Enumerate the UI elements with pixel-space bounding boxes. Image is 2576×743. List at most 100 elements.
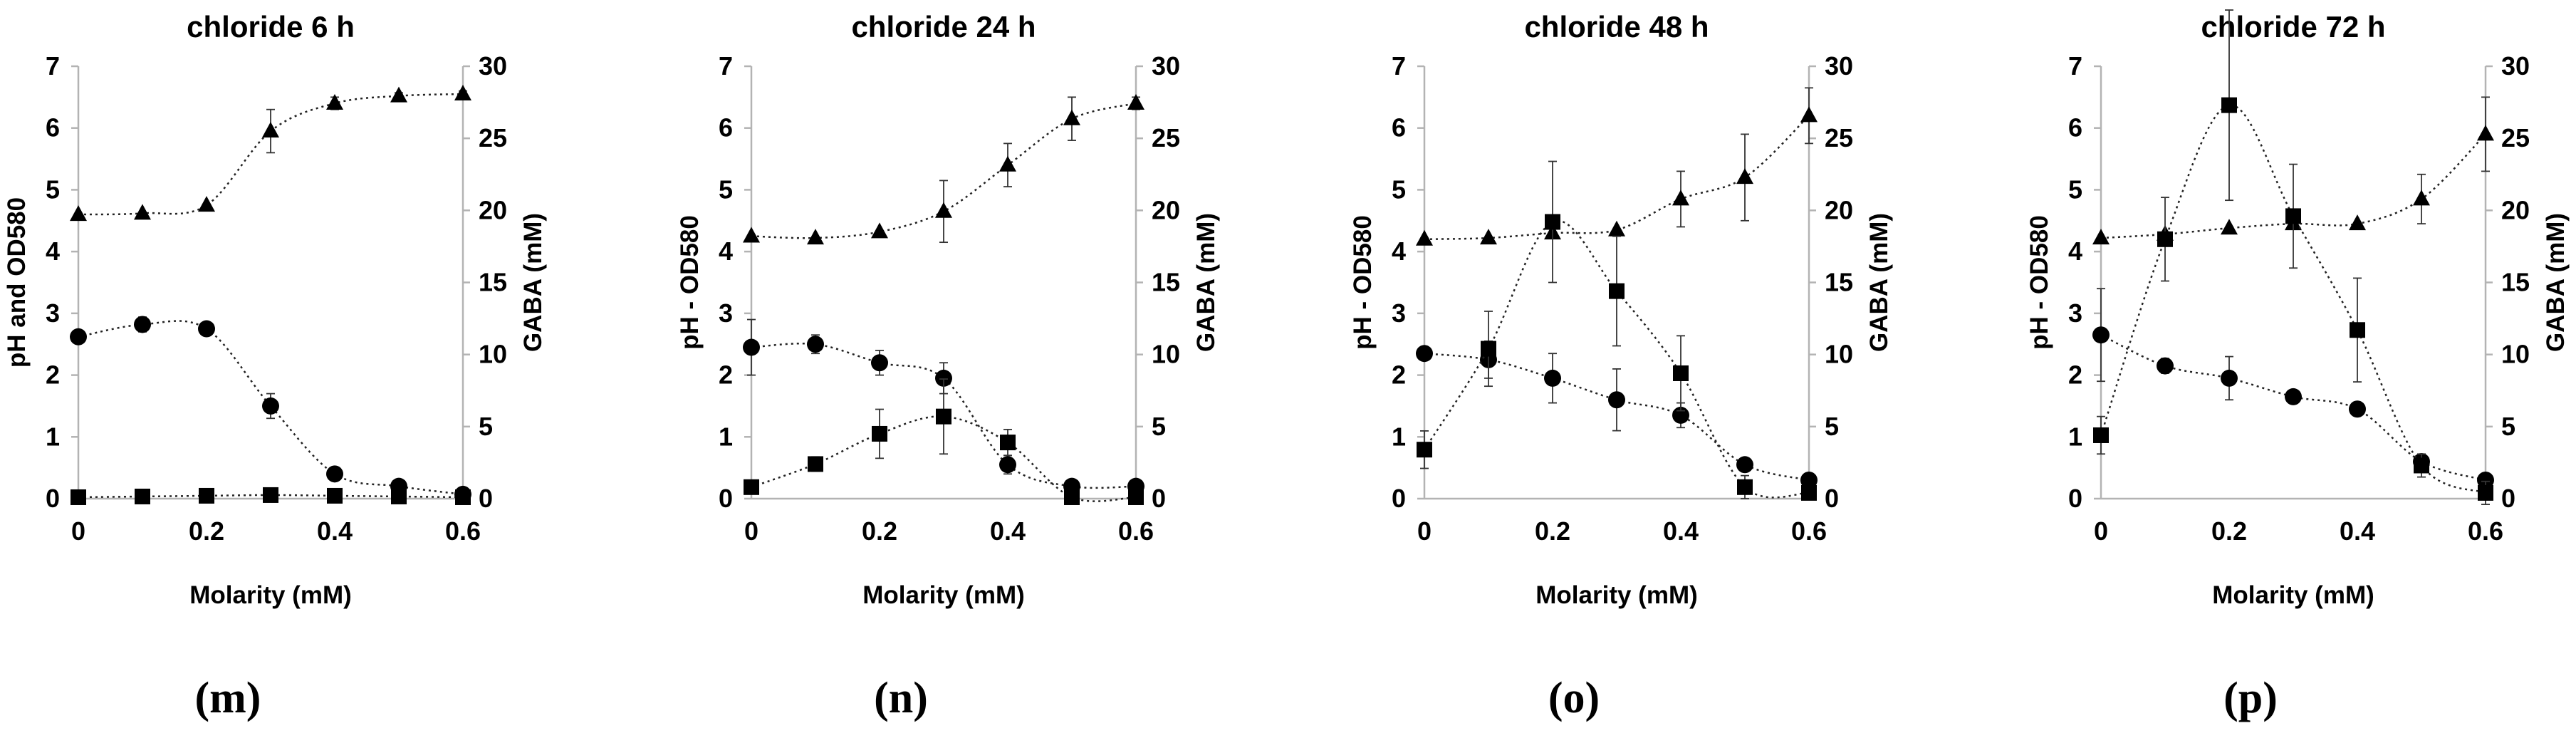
left-tick-label: 3 — [2068, 298, 2082, 328]
data-point-triangle — [1672, 189, 1689, 206]
right-tick-label: 30 — [1825, 51, 1853, 80]
chart-title: chloride 24 h — [851, 10, 1036, 43]
x-tick-label: 0.6 — [445, 516, 481, 546]
data-point-circle — [807, 336, 824, 353]
left-tick-label: 6 — [719, 113, 733, 142]
right-tick-label: 10 — [479, 340, 507, 369]
left-axis-label: pH - OD580 — [2025, 215, 2053, 350]
right-tick-label: 25 — [479, 123, 507, 152]
x-tick-label: 0 — [744, 516, 758, 546]
data-point-circle — [198, 320, 215, 338]
data-point-square — [744, 479, 759, 495]
left-tick-label: 3 — [719, 298, 733, 328]
panel-label: (m) — [195, 674, 261, 722]
data-point-triangle — [1416, 229, 1433, 246]
data-point-square — [2414, 457, 2429, 474]
x-tick-label: 0.2 — [2211, 516, 2247, 546]
x-tick-label: 0.4 — [990, 516, 1026, 546]
data-point-square — [135, 488, 150, 504]
left-tick-label: 7 — [2068, 51, 2082, 80]
left-tick-label: 2 — [719, 360, 733, 390]
data-point-circle — [1608, 391, 1625, 409]
chart-panel-1: chloride 6 h 0 1 2 3 4 5 6 7 0 5 10 15 20 25 30 0 0.2 0.4 0… — [3, 10, 547, 722]
data-point-circle — [2157, 357, 2174, 375]
chart-panel-4: chloride 72 h 0 1 2 3 4 5 6 7 0 5 10 15 20 25 30 0 0.2 0.4… — [2025, 9, 2570, 722]
data-point-square — [2350, 322, 2365, 338]
right-tick-label: 25 — [1825, 123, 1853, 152]
right-tick-label: 5 — [1825, 412, 1839, 441]
chart-title: chloride 6 h — [187, 10, 355, 43]
x-tick-label: 0.6 — [2468, 516, 2503, 546]
left-axis-label: pH and OD580 — [3, 197, 31, 368]
x-axis-label: Molarity (mM) — [2212, 581, 2374, 609]
data-point-triangle — [2221, 219, 2238, 235]
right-tick-label: 10 — [1152, 340, 1180, 369]
right-tick-label: 0 — [2501, 484, 2515, 513]
right-tick-label: 20 — [1825, 195, 1853, 224]
left-tick-label: 2 — [2068, 360, 2082, 390]
x-tick-label: 0.6 — [1118, 516, 1154, 546]
data-point-triangle — [2413, 189, 2430, 206]
right-tick-label: 15 — [2501, 268, 2530, 297]
chart-title: chloride 72 h — [2201, 10, 2385, 43]
left-tick-label: 0 — [46, 484, 60, 513]
data-point-circle — [1736, 456, 1753, 474]
left-tick-label: 7 — [1392, 51, 1406, 80]
right-tick-label: 10 — [1825, 340, 1853, 369]
data-point-square — [2285, 208, 2301, 224]
x-tick-label: 0 — [71, 516, 85, 546]
data-point-triangle — [262, 122, 279, 138]
right-tick-label: 25 — [1152, 123, 1180, 152]
data-point-square — [872, 425, 887, 442]
data-point-triangle — [743, 227, 760, 243]
left-tick-label: 1 — [46, 422, 60, 451]
left-tick-label: 4 — [46, 237, 60, 266]
left-tick-label: 2 — [1392, 360, 1406, 390]
data-point-circle — [134, 316, 151, 333]
data-point-square — [2157, 231, 2173, 247]
left-tick-label: 4 — [719, 237, 733, 266]
left-tick-label: 2 — [46, 360, 60, 390]
data-point-circle — [262, 397, 279, 415]
data-point-square — [1064, 489, 1080, 505]
data-point-triangle — [871, 222, 888, 239]
data-point-circle — [70, 328, 87, 345]
left-tick-label: 5 — [1392, 175, 1406, 204]
data-point-triangle — [935, 202, 952, 218]
data-point-square — [1545, 214, 1560, 230]
data-point-triangle — [1127, 94, 1144, 110]
data-point-triangle — [454, 85, 471, 101]
x-tick-label: 0.2 — [189, 516, 224, 546]
data-point-circle — [871, 354, 888, 372]
x-axis-label: Molarity (mM) — [1535, 581, 1698, 609]
data-point-circle — [326, 465, 343, 483]
panel-label: (n) — [874, 674, 928, 722]
data-point-triangle — [198, 196, 215, 212]
right-axis-label: GABA (mM) — [2542, 213, 2570, 352]
data-point-circle — [2221, 369, 2238, 387]
right-tick-label: 0 — [479, 484, 493, 513]
left-tick-label: 6 — [1392, 113, 1406, 142]
panel-label: (o) — [1548, 674, 1600, 722]
x-tick-label: 0.2 — [1535, 516, 1570, 546]
right-tick-label: 30 — [1152, 51, 1180, 80]
data-point-triangle — [1736, 168, 1753, 185]
left-tick-label: 4 — [1392, 237, 1406, 266]
data-point-triangle — [2477, 125, 2494, 141]
left-tick-label: 0 — [1392, 484, 1406, 513]
data-point-square — [2093, 427, 2109, 443]
data-point-circle — [1416, 345, 1433, 363]
data-point-square — [808, 456, 823, 472]
left-axis-label: pH - OD580 — [1349, 215, 1377, 350]
right-tick-label: 20 — [2501, 195, 2530, 224]
data-point-circle — [1800, 471, 1818, 489]
left-tick-label: 1 — [1392, 422, 1406, 451]
right-tick-label: 20 — [479, 195, 507, 224]
data-point-square — [1801, 484, 1817, 501]
panel-label: (p) — [2223, 674, 2278, 722]
right-tick-label: 5 — [2501, 412, 2515, 441]
data-point-square — [1609, 283, 1625, 299]
left-tick-label: 3 — [1392, 298, 1406, 328]
right-axis-label: GABA (mM) — [1865, 213, 1893, 352]
data-point-triangle — [1608, 220, 1625, 237]
